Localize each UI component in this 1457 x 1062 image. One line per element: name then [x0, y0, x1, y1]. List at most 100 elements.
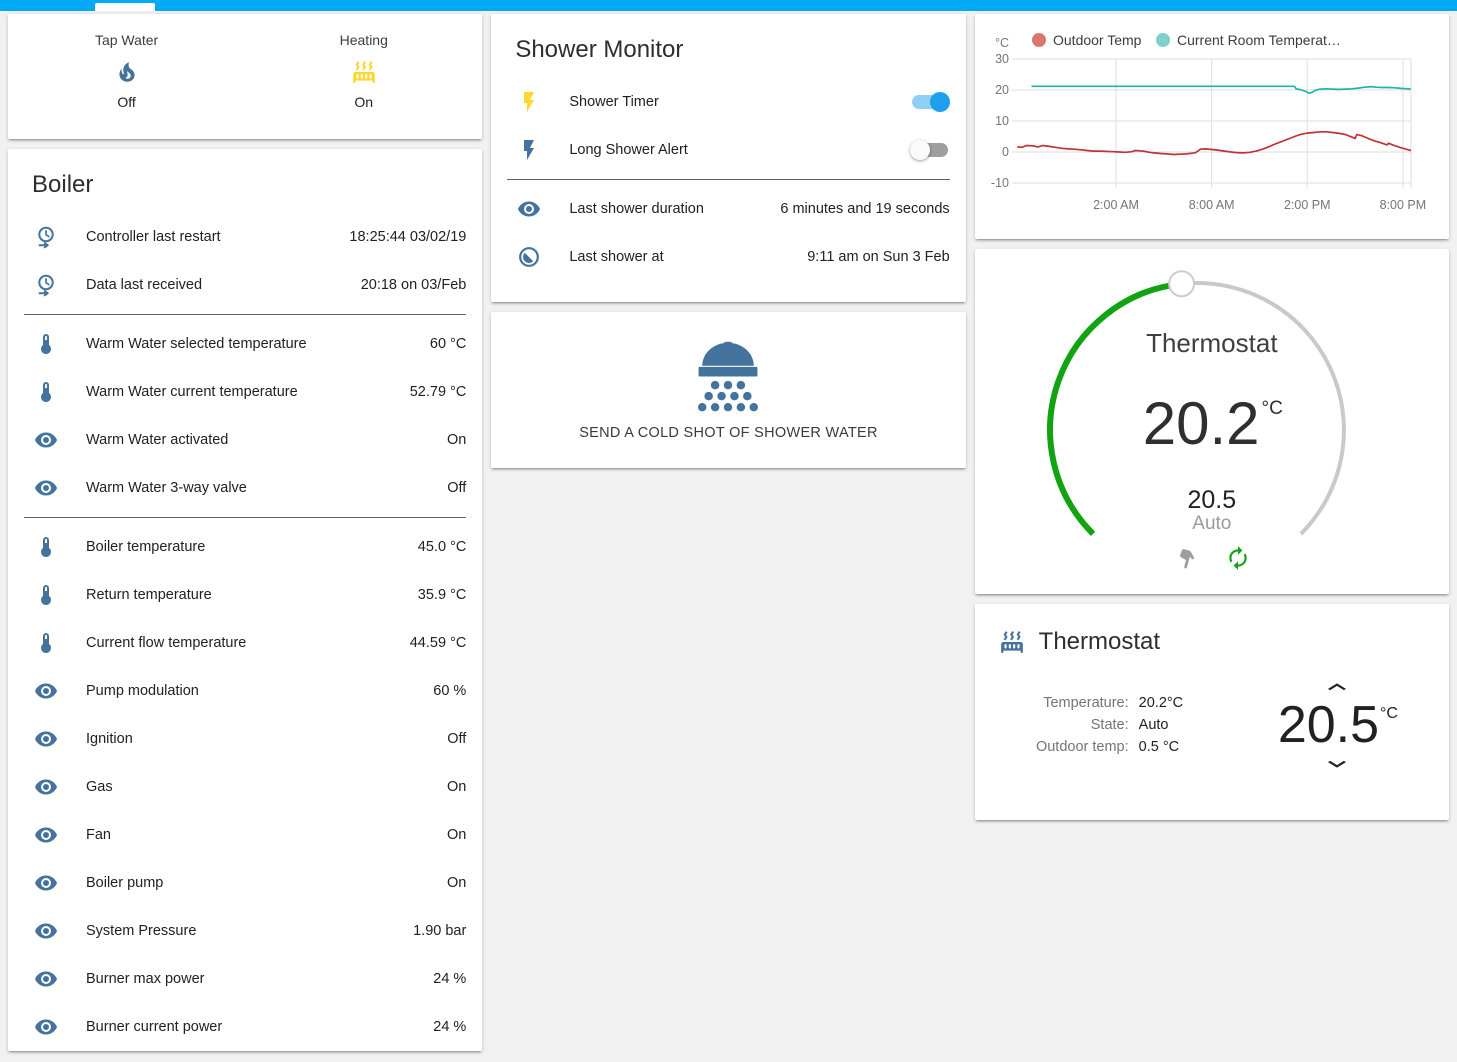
decrease-setpoint-button[interactable]	[1319, 753, 1355, 775]
entity-state: On	[446, 875, 467, 891]
divider	[24, 314, 467, 315]
svg-text:30: 30	[995, 52, 1009, 66]
entity-row[interactable]: System Pressure 1.90 bar	[8, 907, 482, 955]
entity-row[interactable]: Shower Timer	[491, 78, 965, 126]
column-middle: Shower Monitor Shower Timer Long Shower A…	[491, 14, 966, 468]
entity-toggle[interactable]	[911, 92, 950, 112]
entity-name: Last shower duration	[569, 201, 704, 217]
entity-row[interactable]: Warm Water current temperature 52.79 °C	[8, 368, 482, 416]
entity-name: Warm Water 3-way valve	[86, 480, 247, 496]
shower-monitor-card: Shower Monitor Shower Timer Long Shower A…	[491, 14, 966, 302]
entity-state: 24 %	[433, 971, 467, 987]
info-row: State: Auto	[1009, 717, 1184, 733]
info-value: 0.5 °C	[1138, 739, 1180, 756]
entity-row[interactable]: Warm Water activated On	[8, 416, 482, 464]
dial-mode: Auto	[1192, 513, 1232, 534]
entity-state: 52.79 °C	[409, 384, 467, 400]
clock-start-icon	[34, 225, 58, 249]
dial-buttons	[975, 545, 1449, 571]
entity-state: Off	[447, 480, 467, 496]
svg-text:8:00 PM: 8:00 PM	[1379, 198, 1426, 212]
glance-state: Off	[117, 94, 136, 110]
eye-icon	[517, 197, 541, 221]
thermometer-icon	[34, 535, 58, 559]
entity-row[interactable]: Controller last restart 18:25:44 03/02/19	[8, 213, 482, 261]
svg-text:-10: -10	[991, 176, 1009, 190]
dial-target-temperature: 20.5	[1187, 486, 1237, 514]
entity-state: 60 %	[433, 683, 467, 699]
entity-state: 45.0 °C	[417, 539, 467, 555]
entity-state: 1.90 bar	[413, 923, 467, 939]
boiler-card: Boiler Controller last restart 18:25:44 0…	[8, 149, 483, 1051]
entity-row[interactable]: Ignition Off	[8, 715, 482, 763]
entity-row[interactable]: Current flow temperature 44.59 °C	[8, 619, 482, 667]
info-label: Temperature:	[1043, 695, 1129, 712]
entity-row[interactable]: Warm Water selected temperature 60 °C	[8, 320, 482, 368]
entity-row[interactable]: Long Shower Alert	[491, 126, 965, 174]
entity-name: Controller last restart	[86, 229, 221, 245]
thermostat-card: Thermostat Temperature: 20.2°C State: Auto O…	[974, 604, 1449, 820]
boiler-card-title: Boiler	[32, 171, 94, 198]
glance-item-tap-water[interactable]: Tap Water Off	[8, 32, 245, 139]
eye-icon	[34, 476, 58, 500]
app-header	[0, 0, 1457, 11]
svg-text:Current Room Temperat…: Current Room Temperat…	[1177, 32, 1341, 48]
entity-row[interactable]: Burner max power 24 %	[8, 955, 482, 1003]
cold-shot-label: SEND A COLD SHOT OF SHOWER WATER	[579, 424, 878, 441]
entity-name: Warm Water activated	[86, 432, 229, 448]
setpoint-control: 20.5°C	[1278, 676, 1398, 775]
entity-row[interactable]: Boiler pump On	[8, 859, 482, 907]
glance-label: Tap Water	[94, 32, 159, 48]
entity-name: Boiler temperature	[86, 539, 206, 555]
toggle-knob	[909, 140, 930, 160]
thermometer-icon	[34, 631, 58, 655]
glance-item-heating[interactable]: Heating On	[245, 32, 482, 139]
entity-name: Warm Water current temperature	[86, 384, 298, 400]
entity-row[interactable]: Warm Water 3-way valve Off	[8, 464, 482, 512]
divider	[507, 179, 950, 180]
thermostat-card-title: Thermostat	[1038, 628, 1161, 655]
info-label: State:	[1090, 717, 1129, 734]
thermometer-icon	[34, 380, 58, 404]
entity-name: Shower Timer	[569, 94, 659, 110]
eye-icon	[34, 919, 58, 943]
svg-text:2:00 PM: 2:00 PM	[1284, 198, 1331, 212]
entity-state: On	[446, 432, 467, 448]
entity-name: Warm Water selected temperature	[86, 336, 307, 352]
cold-shot-button[interactable]: SEND A COLD SHOT OF SHOWER WATER	[491, 312, 966, 468]
entity-toggle[interactable]	[909, 140, 948, 160]
increase-setpoint-button[interactable]	[1319, 676, 1355, 698]
entity-row[interactable]: Data last received 20:18 on 03/Feb	[8, 261, 482, 309]
entity-name: Return temperature	[86, 587, 212, 603]
clock-progress-icon	[517, 245, 541, 269]
clock-start-icon	[34, 273, 58, 297]
manual-mode-hand-icon[interactable]	[1173, 545, 1199, 571]
shower-monitor-title: Shower Monitor	[515, 36, 684, 63]
entity-row[interactable]: Gas On	[8, 763, 482, 811]
eye-icon	[34, 727, 58, 751]
entity-row[interactable]: Last shower duration 6 minutes and 19 sec…	[491, 185, 965, 233]
dial-value-arc	[1046, 280, 1182, 537]
entity-row[interactable]: Pump modulation 60 %	[8, 667, 482, 715]
info-label: Outdoor temp:	[1035, 739, 1129, 756]
entity-name: Long Shower Alert	[569, 142, 688, 158]
dial-knob[interactable]	[1167, 270, 1195, 298]
active-tab-indicator[interactable]	[95, 3, 155, 11]
info-row: Temperature: 20.2°C	[1009, 695, 1183, 712]
thermostat-dial-slider	[1046, 270, 1346, 537]
auto-renew-icon[interactable]	[1225, 545, 1251, 571]
entity-row[interactable]: Boiler temperature 45.0 °C	[8, 523, 482, 571]
entity-row[interactable]: Return temperature 35.9 °C	[8, 571, 482, 619]
entity-row[interactable]: Burner current power 24 %	[8, 1003, 482, 1051]
glance-card: Tap Water Off Heating On	[8, 14, 483, 139]
entity-row[interactable]: Last shower at 9:11 am on Sun 3 Feb	[491, 233, 965, 281]
entity-row[interactable]: Fan On	[8, 811, 482, 859]
entity-state: 60 °C	[429, 336, 467, 352]
entity-state: Off	[447, 731, 467, 747]
svg-text:2:00 AM: 2:00 AM	[1093, 198, 1139, 212]
shower-entity-list: Shower Timer Long Shower Alert Last shower…	[491, 78, 965, 281]
svg-text:Outdoor Temp: Outdoor Temp	[1053, 32, 1142, 48]
divider	[24, 517, 467, 518]
entity-state: 24 %	[433, 1019, 467, 1035]
entity-name: Pump modulation	[86, 683, 199, 699]
